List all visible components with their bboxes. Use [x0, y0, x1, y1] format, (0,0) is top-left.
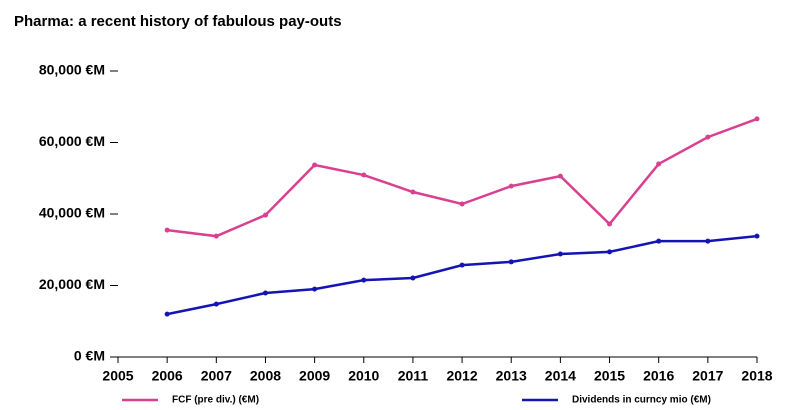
y-tick-label: 60,000 €M	[39, 133, 105, 149]
x-tick-label: 2013	[496, 368, 527, 384]
series-line	[167, 117, 758, 238]
point	[557, 251, 563, 257]
point	[410, 189, 416, 195]
y-tick-label: 0 €M	[74, 348, 105, 364]
x-tick-label: 2011	[398, 368, 429, 384]
x-tick-label: 2017	[692, 368, 723, 384]
y-tick-label: 80,000 €M	[39, 62, 105, 78]
x-tick-label: 2018	[741, 368, 772, 384]
point	[656, 238, 662, 244]
point	[213, 233, 219, 239]
x-tick-label: 2014	[545, 368, 576, 384]
point	[656, 161, 662, 167]
legend-label: Dividends in curncy mio (€M)	[572, 395, 711, 406]
point	[705, 238, 711, 244]
point	[508, 183, 514, 189]
x-tick-label: 2005	[102, 368, 133, 384]
y-tick-label: 20,000 €M	[39, 276, 105, 292]
point	[754, 116, 760, 122]
x-tick-label: 2008	[250, 368, 281, 384]
point	[213, 301, 219, 307]
x-tick-label: 2010	[348, 368, 379, 384]
point	[312, 286, 318, 292]
point	[164, 311, 170, 317]
point	[410, 275, 416, 281]
point	[459, 201, 465, 207]
x-tick-label: 2009	[299, 368, 330, 384]
point	[607, 221, 613, 227]
x-tick-label: 2012	[446, 368, 477, 384]
series-line	[166, 234, 758, 316]
x-tick-label: 2006	[152, 368, 183, 384]
legend-label: FCF (pre div.) (€M)	[172, 395, 259, 406]
x-tick-label: 2016	[643, 368, 674, 384]
point	[557, 173, 563, 179]
point	[361, 277, 367, 283]
chart-title: Pharma: a recent history of fabulous pay…	[14, 13, 342, 30]
x-tick-label: 2015	[594, 368, 625, 384]
point	[262, 212, 268, 218]
point	[607, 249, 613, 255]
x-tick-label: 2007	[201, 368, 232, 384]
point	[705, 134, 711, 140]
point	[754, 233, 760, 239]
point	[312, 162, 318, 168]
point	[361, 172, 367, 178]
point	[164, 227, 170, 233]
point	[459, 262, 465, 268]
point	[508, 259, 514, 265]
point	[262, 290, 268, 296]
y-tick-label: 40,000 €M	[39, 205, 105, 221]
